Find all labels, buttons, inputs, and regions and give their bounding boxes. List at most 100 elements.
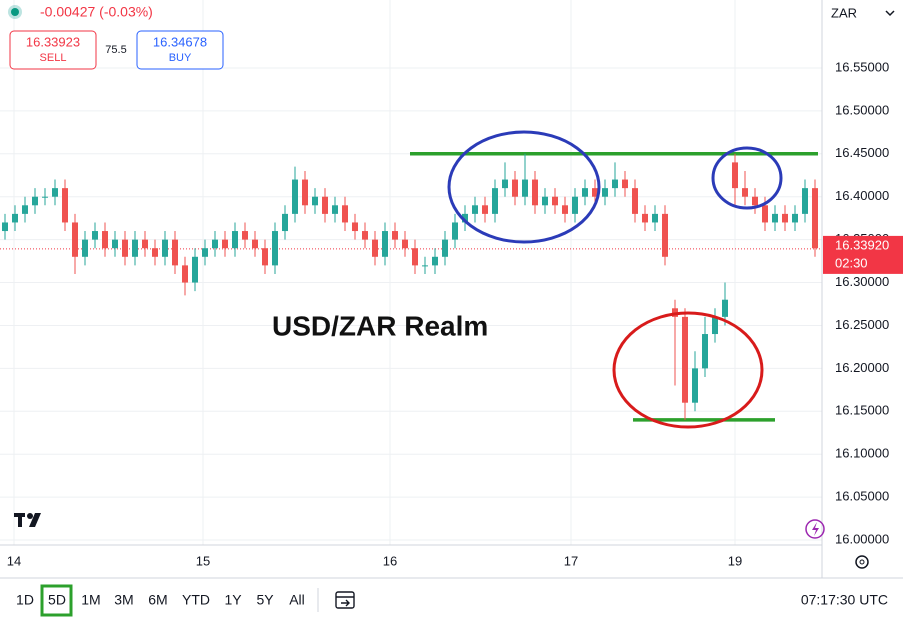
candle-body bbox=[422, 265, 428, 267]
currency-chevron[interactable] bbox=[885, 10, 895, 17]
y-tick-label: 16.55000 bbox=[835, 59, 889, 74]
range-button[interactable]: 1M bbox=[81, 592, 100, 608]
alert-icon[interactable] bbox=[805, 519, 825, 539]
range-button[interactable]: YTD bbox=[182, 592, 210, 608]
buy-button[interactable] bbox=[136, 30, 224, 70]
candle-body bbox=[2, 222, 8, 232]
annotation-ellipse bbox=[711, 146, 783, 210]
candle-body bbox=[712, 316, 718, 335]
y-tick-label: 16.05000 bbox=[835, 489, 889, 504]
candle-body bbox=[222, 239, 228, 249]
candle-body bbox=[462, 213, 468, 223]
icon-part[interactable] bbox=[335, 591, 355, 609]
icon-part[interactable] bbox=[341, 599, 350, 607]
selected-range-box bbox=[40, 584, 73, 617]
levels bbox=[0, 152, 822, 422]
sell-button[interactable] bbox=[9, 30, 97, 70]
y-tick-label: 16.40000 bbox=[835, 188, 889, 203]
price-change: -0.00427 (-0.03%) bbox=[40, 4, 153, 20]
candle-body bbox=[82, 239, 88, 257]
candle-body bbox=[402, 239, 408, 249]
candle-body bbox=[342, 205, 348, 223]
candle-body bbox=[552, 196, 558, 206]
y-tick-label: 16.15000 bbox=[835, 403, 889, 418]
logo-part bbox=[29, 513, 41, 527]
candle-body bbox=[472, 205, 478, 214]
countdown: 02:30 bbox=[835, 255, 868, 270]
candle-body bbox=[752, 196, 758, 206]
y-tick-label: 16.25000 bbox=[835, 317, 889, 332]
range-button[interactable]: All bbox=[289, 592, 305, 608]
candle-body bbox=[522, 179, 528, 197]
candle-body bbox=[732, 162, 738, 189]
candle-body bbox=[192, 256, 198, 283]
buy-label[interactable]: BUY bbox=[169, 52, 192, 64]
candle-body bbox=[582, 188, 588, 197]
chart-title: USD/ZAR Realm bbox=[272, 310, 488, 341]
y-tick-label: 16.20000 bbox=[835, 360, 889, 375]
candle-body bbox=[72, 222, 78, 257]
range-button[interactable]: 5D bbox=[48, 592, 66, 608]
y-tick-label: 16.10000 bbox=[835, 446, 889, 461]
candle-body bbox=[692, 368, 698, 403]
buy-price[interactable]: 16.34678 bbox=[153, 34, 207, 49]
x-tick-label: 15 bbox=[196, 553, 210, 568]
sell-label[interactable]: SELL bbox=[40, 52, 67, 64]
candle-body bbox=[812, 188, 818, 249]
settings-icon[interactable] bbox=[859, 559, 865, 565]
candle-body bbox=[512, 179, 518, 197]
tv-logo bbox=[14, 513, 41, 527]
candle-body bbox=[742, 188, 748, 197]
sell-price[interactable]: 16.33923 bbox=[26, 34, 80, 49]
candle-body bbox=[652, 213, 658, 223]
candles bbox=[2, 153, 818, 420]
candle-body bbox=[132, 239, 138, 257]
candle-body bbox=[332, 205, 338, 214]
candle-body bbox=[662, 213, 668, 257]
candle-body bbox=[302, 179, 308, 206]
candle-body bbox=[22, 205, 28, 214]
candle-body bbox=[152, 248, 158, 257]
y-tick-label: 16.30000 bbox=[835, 274, 889, 289]
candle-body bbox=[502, 179, 508, 189]
candle-body bbox=[172, 239, 178, 266]
candle-body bbox=[602, 188, 608, 197]
currency-label[interactable]: ZAR bbox=[831, 5, 857, 20]
candle-body bbox=[622, 179, 628, 189]
candle-body bbox=[382, 231, 388, 257]
date-range-icon[interactable] bbox=[335, 591, 355, 609]
candle-body bbox=[802, 188, 808, 214]
candle-body bbox=[92, 231, 98, 240]
spread: 75.5 bbox=[105, 44, 126, 56]
alert-icon[interactable] bbox=[812, 522, 819, 536]
last-price-label: 16.33920 bbox=[835, 237, 889, 252]
candle-body bbox=[312, 196, 318, 206]
logo-part bbox=[18, 513, 22, 527]
candle-body bbox=[792, 213, 798, 223]
candle-body bbox=[632, 188, 638, 214]
candle-body bbox=[102, 231, 108, 249]
settings-icon[interactable] bbox=[855, 555, 869, 569]
candle-body bbox=[562, 205, 568, 214]
range-button[interactable]: 1D bbox=[16, 592, 34, 608]
candle-body bbox=[362, 231, 368, 240]
candle-body bbox=[452, 222, 458, 240]
candle-body bbox=[392, 231, 398, 240]
candle-body bbox=[572, 196, 578, 214]
candle-body bbox=[682, 316, 688, 403]
candle-body bbox=[322, 196, 328, 214]
candle-body bbox=[492, 188, 498, 214]
range-button[interactable]: 6M bbox=[148, 592, 167, 608]
candle-body bbox=[532, 179, 538, 206]
range-button[interactable]: 1Y bbox=[224, 592, 242, 608]
range-button[interactable]: 3M bbox=[114, 592, 133, 608]
candle-body bbox=[12, 213, 18, 223]
candle-body bbox=[162, 239, 168, 257]
candle-body bbox=[292, 179, 298, 214]
range-button[interactable]: 5Y bbox=[256, 592, 274, 608]
candle-body bbox=[252, 239, 258, 249]
candle-body bbox=[372, 239, 378, 257]
candle-body bbox=[182, 265, 188, 283]
